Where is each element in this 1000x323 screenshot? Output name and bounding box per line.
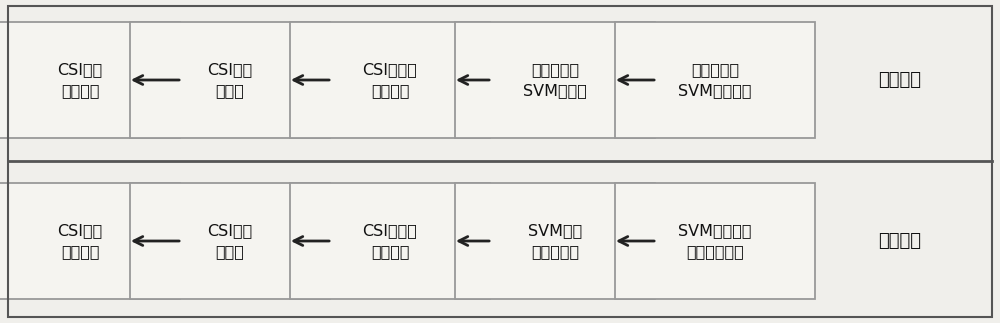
Text: 定位阶段: 定位阶段 — [879, 232, 922, 250]
Bar — [290, 183, 490, 299]
Bar — [0, 22, 180, 138]
Text: CSI数据特
征值提取: CSI数据特 征值提取 — [363, 223, 417, 259]
Bar — [455, 183, 655, 299]
Text: CSI数据
预处理: CSI数据 预处理 — [207, 223, 253, 259]
Text: 训练阶段: 训练阶段 — [879, 71, 922, 89]
Bar — [130, 22, 330, 138]
Text: 训练子区域
SVM分类器: 训练子区域 SVM分类器 — [523, 62, 587, 98]
Text: CSI实时
数据采集: CSI实时 数据采集 — [57, 223, 103, 259]
Bar — [455, 22, 655, 138]
Text: SVM回归确定
子区域内坐标: SVM回归确定 子区域内坐标 — [678, 223, 752, 259]
Bar — [290, 22, 490, 138]
Text: CSI数据
预处理: CSI数据 预处理 — [207, 62, 253, 98]
Text: CSI训练
数据采集: CSI训练 数据采集 — [57, 62, 103, 98]
Text: 训练子区域
SVM回归模型: 训练子区域 SVM回归模型 — [678, 62, 752, 98]
Text: CSI数据特
征值提取: CSI数据特 征值提取 — [363, 62, 417, 98]
Text: SVM分类
确定子区域: SVM分类 确定子区域 — [528, 223, 582, 259]
Bar — [0, 183, 180, 299]
Bar — [130, 183, 330, 299]
Bar — [615, 183, 815, 299]
Bar — [615, 22, 815, 138]
